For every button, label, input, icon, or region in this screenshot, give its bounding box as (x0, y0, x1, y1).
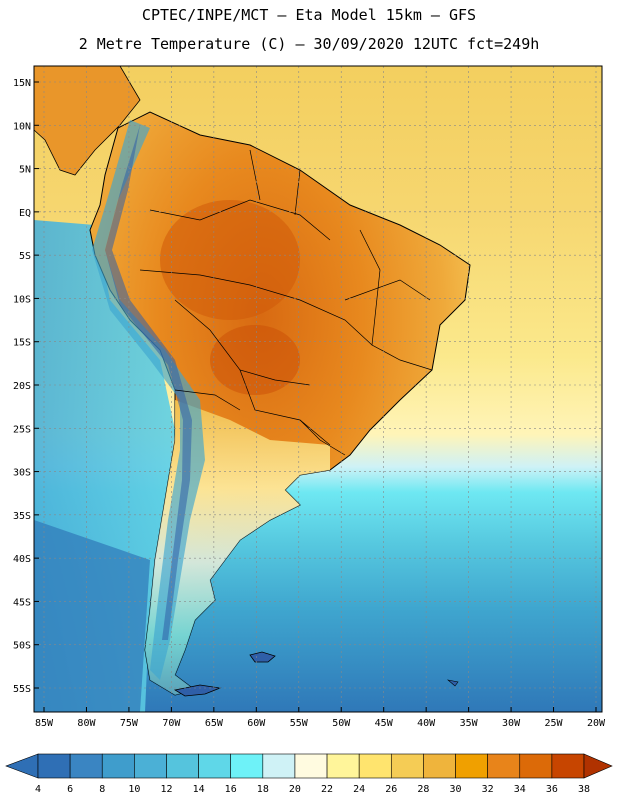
south-georgia (446, 679, 459, 687)
lon-label: 60W (247, 718, 266, 729)
lat-label: 25S (13, 424, 31, 435)
colorbar-segment (358, 753, 392, 779)
lon-label: 35W (460, 718, 479, 729)
colorbar-label: 10 (128, 784, 140, 795)
tierra-del-fuego (173, 684, 222, 697)
colorbar-segment (294, 753, 328, 779)
map-subtitle: 2 Metre Temperature (C) – 30/09/2020 12U… (78, 35, 540, 53)
lon-label: 85W (35, 718, 54, 729)
falkland-islands (249, 651, 276, 663)
lon-label: 40W (417, 718, 436, 729)
temperature-map: 15N 10N 5N EQ 5S 10S 15S 20S 25S 30S 35S 40S 45S 50S 5… (13, 65, 606, 729)
lon-label: 20W (587, 718, 606, 729)
lon-label: 75W (120, 718, 139, 729)
lat-label: 50S (13, 641, 31, 652)
central-america-land (34, 66, 141, 176)
latitude-axis: 15N 10N 5N EQ 5S 10S 15S 20S 25S 30S 35S 40S 45S 50S 5… (13, 78, 39, 695)
colorbar-segment (262, 753, 296, 779)
colorbar-label: 8 (99, 784, 105, 795)
colorbar-arrow-low (5, 753, 39, 779)
map-frame (33, 65, 603, 713)
colorbar-label: 38 (578, 784, 590, 795)
colorbar-segment (326, 753, 360, 779)
colorbar-label: 22 (321, 784, 333, 795)
lat-label: 5S (19, 251, 31, 262)
colorbar-label: 6 (67, 784, 73, 795)
lon-label: 25W (545, 718, 564, 729)
colorbar-arrow-high (583, 753, 613, 779)
colorbar-segment (166, 753, 199, 779)
lat-label: 5N (19, 165, 31, 176)
lat-label: 10N (13, 121, 31, 132)
lon-label: 65W (205, 718, 224, 729)
colorbar-label: 16 (225, 784, 237, 795)
lat-label: 40S (13, 554, 31, 565)
chaco-hot-core (210, 325, 300, 395)
colorbar-label: 12 (160, 784, 172, 795)
colorbar-segment (519, 753, 553, 779)
lon-label: 70W (162, 718, 181, 729)
lat-label: EQ (19, 208, 31, 219)
lon-label: 50W (332, 718, 351, 729)
colorbar-segment (551, 753, 585, 779)
longitude-axis: 85W 80W 75W 70W 65W 60W 55W 50W 45W 40W 35W 30W 25W 2… (35, 707, 606, 729)
temperature-colorbar: 4 6 8 10 12 14 16 18 20 22 24 26 28 30 32 34 36 38 (5, 753, 613, 795)
andes-snow-stripe (105, 125, 192, 640)
colorbar-segment (455, 753, 488, 779)
lon-label: 45W (375, 718, 394, 729)
colorbar-label: 30 (450, 784, 462, 795)
colorbar-label: 34 (514, 784, 526, 795)
colorbar-label: 14 (193, 784, 205, 795)
colorbar-label: 28 (417, 784, 429, 795)
colorbar-segment (134, 753, 167, 779)
lat-label: 15S (13, 338, 31, 349)
colorbar-segment (198, 753, 232, 779)
lon-label: 80W (77, 718, 96, 729)
colorbar-label: 18 (257, 784, 269, 795)
map-title: CPTEC/INPE/MCT – Eta Model 15km – GFS (141, 6, 477, 24)
lon-label: 30W (502, 718, 521, 729)
colorbar-segment (69, 753, 103, 779)
lon-label: 55W (290, 718, 309, 729)
pacific-deep-zone (34, 520, 150, 712)
colorbar-segment (390, 753, 424, 779)
colorbar-segment (423, 753, 456, 779)
lat-label: 55S (13, 684, 31, 695)
country-borders (139, 149, 433, 456)
lat-label: 45S (13, 597, 31, 608)
amazon-hot-core (160, 200, 300, 320)
colorbar-label: 32 (482, 784, 494, 795)
lat-label: 20S (13, 381, 31, 392)
lat-label: 35S (13, 511, 31, 522)
lat-label: 15N (13, 78, 31, 89)
colorbar-segment (37, 753, 71, 779)
colorbar-label: 4 (35, 784, 41, 795)
colorbar-segment (101, 753, 135, 779)
colorbar-label: 20 (289, 784, 301, 795)
lat-label: 30S (13, 468, 31, 479)
colorbar-segment (487, 753, 521, 779)
colorbar-label: 26 (385, 784, 397, 795)
colorbar-segment (230, 753, 264, 779)
colorbar-label: 24 (353, 784, 365, 795)
lat-label: 10S (13, 294, 31, 305)
colorbar-label: 36 (546, 784, 558, 795)
